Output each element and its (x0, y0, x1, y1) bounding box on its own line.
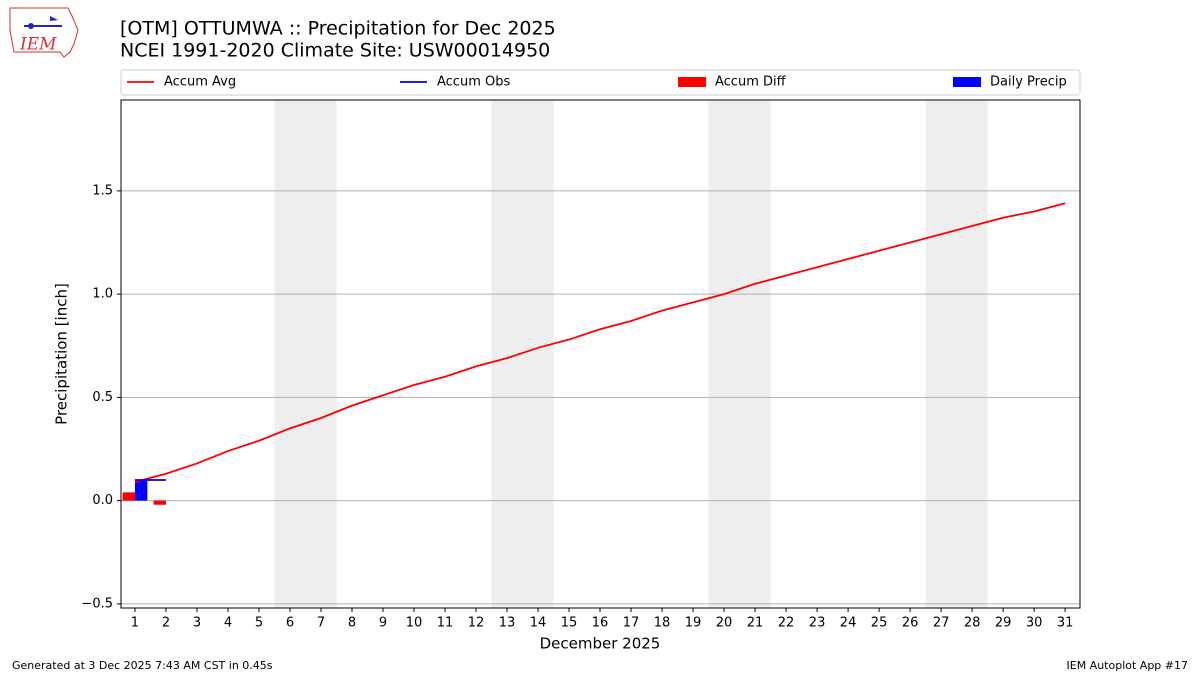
x-tick-label: 14 (530, 616, 547, 631)
weekend-shade (925, 100, 957, 608)
x-tick-label: 8 (348, 616, 356, 631)
x-tick-label: 31 (1057, 616, 1074, 631)
x-tick-label: 28 (964, 616, 981, 631)
x-tick-label: 1 (131, 616, 139, 631)
legend-label: Accum Avg (164, 75, 236, 90)
bar (153, 500, 166, 505)
y-tick-label: 0.5 (92, 390, 113, 405)
x-tick-label: 26 (902, 616, 919, 631)
x-tick-label: 18 (654, 616, 671, 631)
x-tick-label: 19 (685, 616, 702, 631)
x-tick-label: 24 (840, 616, 857, 631)
x-tick-label: 27 (933, 616, 950, 631)
legend-swatch (953, 77, 981, 87)
legend-label: Daily Precip (990, 75, 1067, 90)
legend-box (120, 69, 1081, 96)
y-tick-label: 0.0 (92, 493, 113, 508)
logo: IEM (9, 7, 79, 58)
weekend-shade (739, 100, 771, 608)
x-tick-label: 2 (162, 616, 170, 631)
x-tick-label: 21 (747, 616, 764, 631)
x-tick-label: 29 (995, 616, 1012, 631)
weekend-shade (708, 100, 740, 608)
legend-label: Accum Obs (437, 75, 510, 90)
x-tick-label: 16 (592, 616, 609, 631)
weekend-shade (305, 100, 337, 608)
y-tick-label: 1.5 (92, 183, 113, 198)
x-axis-label: December 2025 (540, 635, 661, 653)
x-tick-label: 6 (286, 616, 294, 631)
x-tick-label: 4 (224, 616, 232, 631)
footer-left: Generated at 3 Dec 2025 7:43 AM CST in 0… (12, 659, 273, 672)
x-tick-label: 30 (1026, 616, 1043, 631)
x-tick-label: 15 (561, 616, 578, 631)
plot-frame (120, 99, 1081, 609)
x-tick-label: 10 (406, 616, 423, 631)
x-tick-label: 11 (437, 616, 454, 631)
x-tick-label: 20 (716, 616, 733, 631)
bar (122, 492, 135, 501)
x-tick-label: 13 (499, 616, 516, 631)
chart-title: [OTM] OTTUMWA :: Precipitation for Dec 2… (120, 18, 556, 40)
x-tick-label: 9 (379, 616, 387, 631)
x-tick-label: 12 (468, 616, 485, 631)
x-tick-label: 5 (255, 616, 263, 631)
logo-text: IEM (19, 35, 57, 55)
weekend-shade (522, 100, 554, 608)
x-tick-label: 7 (317, 616, 325, 631)
weekend-shade (274, 100, 306, 608)
y-tick-label: 1.0 (92, 287, 113, 302)
chart-subtitle: NCEI 1991-2020 Climate Site: USW00014950 (120, 40, 550, 62)
x-tick-label: 17 (623, 616, 640, 631)
x-tick-label: 3 (193, 616, 201, 631)
footer-right: IEM Autoplot App #17 (1067, 659, 1189, 672)
legend-swatch (678, 77, 706, 87)
x-tick-label: 25 (871, 616, 888, 631)
y-tick-label: −0.5 (81, 596, 113, 611)
x-tick-label: 23 (809, 616, 826, 631)
x-tick-label: 22 (778, 616, 795, 631)
weekend-shade (956, 100, 988, 608)
series-line (134, 202, 1066, 483)
bar (134, 479, 148, 501)
y-axis-label: Precipitation [inch] (53, 283, 71, 425)
legend-label: Accum Diff (715, 75, 787, 90)
